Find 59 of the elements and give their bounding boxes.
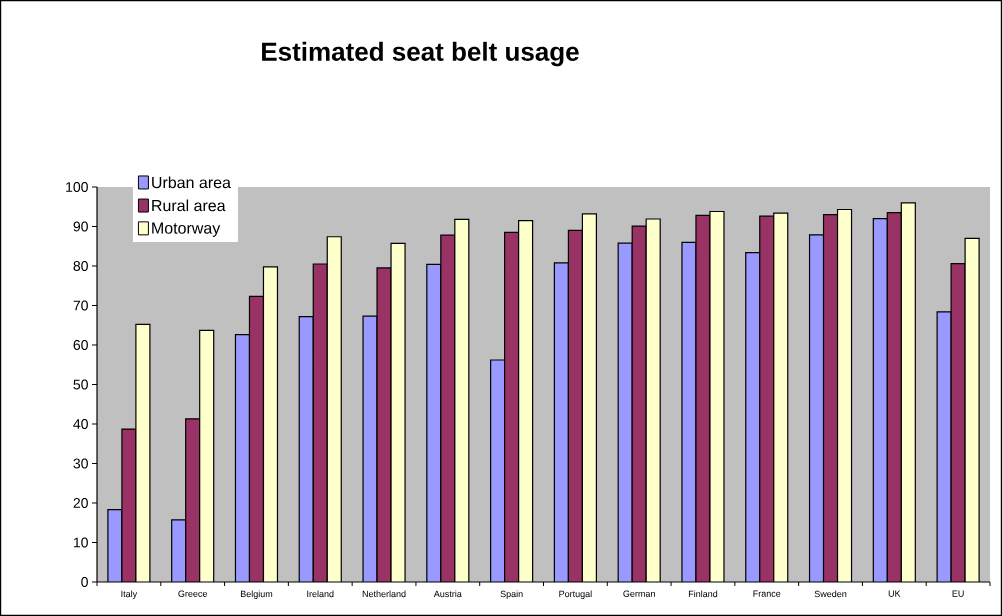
bar	[632, 226, 647, 582]
legend-label: Rural area	[152, 199, 226, 212]
x-tick-label: Italy	[121, 590, 138, 599]
y-tick-label: 30	[73, 458, 88, 469]
x-tick-label: Sweden	[814, 590, 847, 598]
bar	[568, 230, 583, 582]
bar	[454, 219, 469, 582]
x-tick-label: German	[623, 590, 655, 597]
bar	[745, 252, 760, 582]
bar	[809, 234, 824, 582]
bar	[618, 243, 633, 582]
y-tick-label: 10	[73, 537, 88, 548]
x-tick-label: Netherland	[362, 590, 406, 598]
bar	[199, 330, 214, 582]
bar	[518, 220, 533, 582]
bar	[171, 519, 186, 582]
x-tick-label: Greece	[178, 590, 208, 597]
legend-label: Motorway	[152, 222, 221, 237]
y-tick-label: 80	[73, 261, 88, 271]
legend-label: Urban area	[152, 176, 231, 189]
bar	[185, 418, 200, 582]
y-tick-label: 20	[73, 498, 88, 508]
bar	[646, 218, 661, 582]
bar	[440, 235, 455, 582]
bar	[327, 236, 342, 582]
bar	[582, 213, 597, 582]
bar	[249, 296, 264, 582]
x-tick-label: UK	[888, 590, 901, 597]
y-tick-label: 50	[73, 379, 88, 390]
chart-title: Estimated seat belt usage	[262, 41, 579, 67]
bar	[554, 262, 569, 582]
bar	[759, 216, 774, 582]
x-tick-label: France	[753, 590, 781, 597]
x-tick-label: Ireland	[307, 590, 334, 598]
x-tick-label: Belgium	[240, 590, 273, 599]
y-tick-label: 100	[66, 182, 88, 192]
x-tick-label: Finland	[688, 590, 718, 598]
bar	[873, 218, 888, 582]
bar	[837, 209, 852, 582]
bar	[901, 202, 916, 582]
y-tick-label: 90	[73, 221, 88, 232]
y-tick-label: 60	[73, 340, 88, 350]
x-tick-label: Portugal	[559, 590, 592, 599]
bar	[887, 212, 902, 582]
y-tick-label: 40	[73, 419, 88, 429]
bar	[299, 316, 314, 582]
bar	[426, 264, 441, 582]
bar	[504, 232, 519, 582]
bar	[773, 213, 788, 582]
bar	[823, 214, 838, 582]
bar	[490, 360, 505, 582]
bar	[263, 266, 278, 582]
bar	[235, 334, 250, 582]
y-tick-label: 70	[73, 300, 88, 311]
x-tick-label: Spain	[500, 590, 523, 599]
bar	[313, 264, 328, 582]
x-tick-label: Austria	[433, 590, 462, 598]
y-tick-label: 0	[81, 577, 88, 587]
x-tick-label: EU	[952, 590, 964, 597]
